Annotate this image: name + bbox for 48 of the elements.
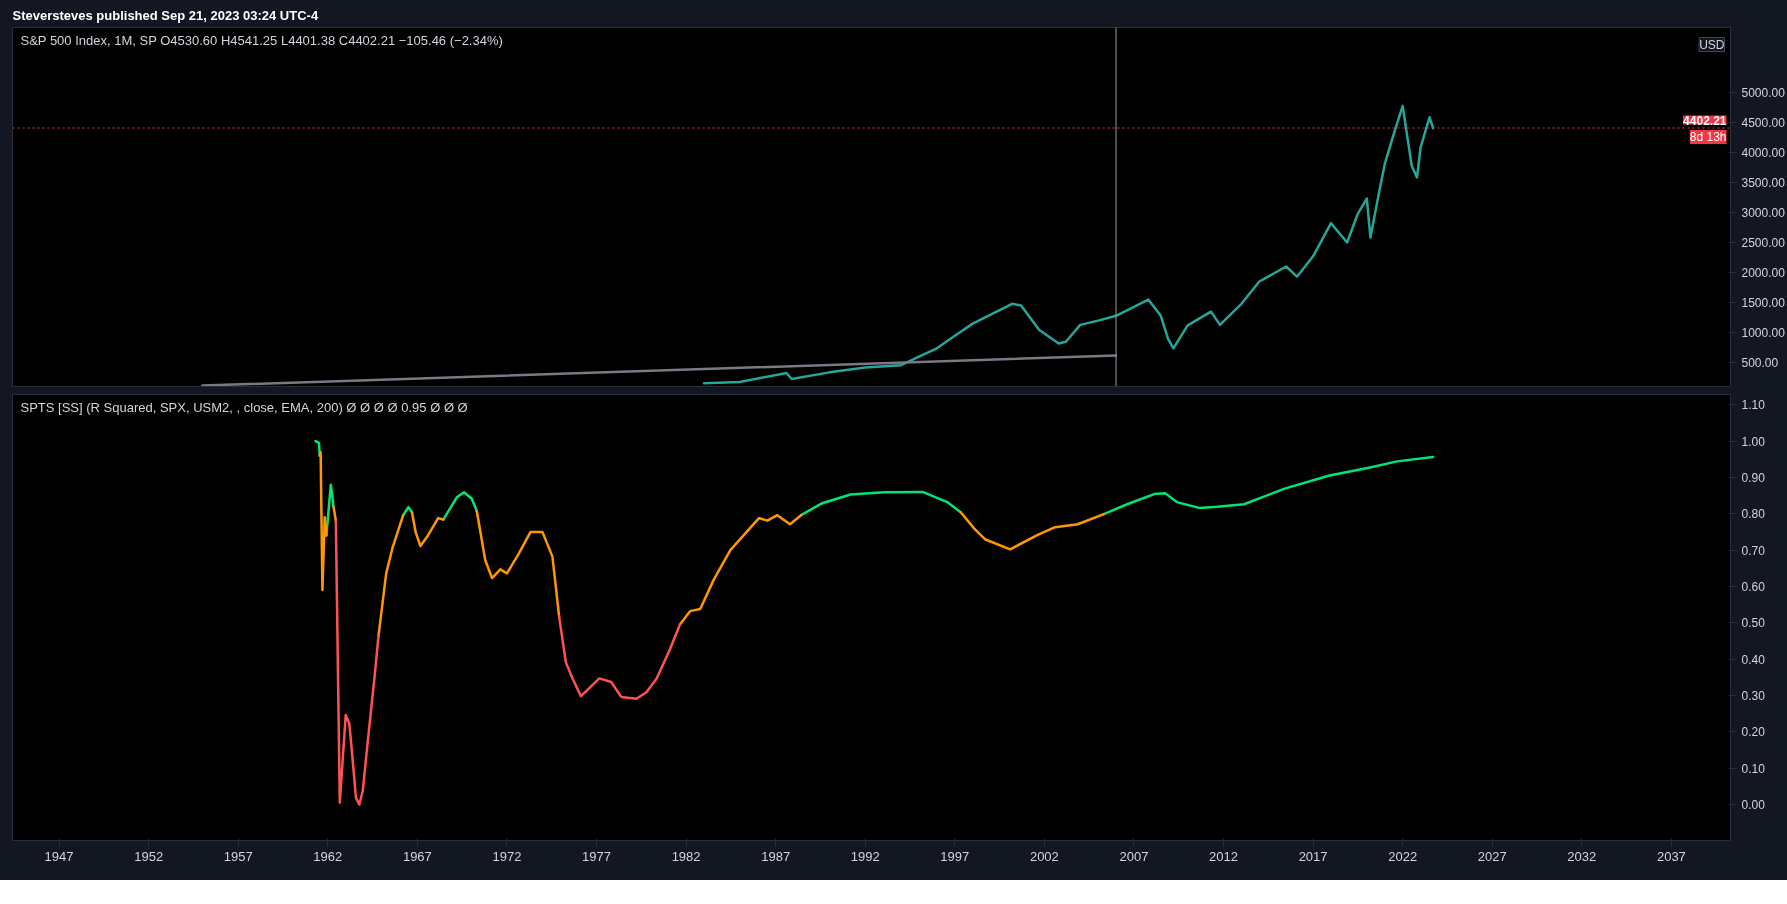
x-tick-label: 1957 bbox=[223, 848, 253, 864]
x-tick-label: 1967 bbox=[402, 848, 432, 864]
x-tick-label: 1992 bbox=[850, 848, 880, 864]
text: Steversteves published Sep 21, 2023 03:24 UTC-4 bbox=[12, 7, 319, 23]
y-tick-label: 1000.00 bbox=[1741, 326, 1786, 341]
x-tick-label: 1972 bbox=[492, 848, 522, 864]
x-tick-label: 1977 bbox=[582, 848, 611, 864]
x-tick-label: 2012 bbox=[1209, 848, 1238, 864]
x-tick-label: 2027 bbox=[1477, 848, 1507, 864]
ref-line-label: 4402.21 bbox=[1683, 113, 1727, 128]
y-tick-label: 2500.00 bbox=[1741, 235, 1786, 250]
annotation: 8d 13h bbox=[1689, 130, 1727, 144]
x-tick-label: 1982 bbox=[671, 848, 701, 864]
x-tick-label: 2022 bbox=[1388, 848, 1418, 864]
x-tick-label: 1987 bbox=[761, 848, 791, 864]
y-tick-label: 500.00 bbox=[1741, 356, 1779, 371]
x-tick-label: 1952 bbox=[134, 848, 164, 864]
x-tick-label: 2007 bbox=[1119, 848, 1149, 864]
y-tick-label: 1500.00 bbox=[1741, 296, 1786, 311]
x-tick-label: 2002 bbox=[1029, 848, 1059, 864]
y-tick-label: 0.40 bbox=[1741, 652, 1766, 667]
y-tick-label: 1.10 bbox=[1741, 398, 1766, 413]
chart-title: SPTS [SS] (R Squared, SPX, USM2, , close, EMA, 200) Ø Ø Ø Ø 0.95 Ø Ø Ø bbox=[20, 399, 468, 415]
x-tick-label: 1962 bbox=[313, 848, 343, 864]
y-tick-label: 5000.00 bbox=[1741, 85, 1786, 100]
y-tick-label: 0.50 bbox=[1741, 616, 1766, 631]
y-tick-label: 0.70 bbox=[1741, 543, 1766, 558]
annotation: USD bbox=[1699, 37, 1725, 52]
y-tick-label: 0.20 bbox=[1741, 725, 1766, 740]
x-tick-label: 1997 bbox=[940, 848, 970, 864]
y-tick-label: 0.00 bbox=[1741, 798, 1766, 813]
y-tick-label: 4000.00 bbox=[1741, 145, 1786, 160]
line-series bbox=[702, 104, 1435, 385]
x-tick-label: 2017 bbox=[1298, 848, 1328, 864]
y-tick-label: 0.60 bbox=[1741, 579, 1766, 594]
y-tick-label: 4500.00 bbox=[1741, 115, 1786, 130]
y-tick-label: 2000.00 bbox=[1741, 266, 1786, 281]
y-tick-label: 0.80 bbox=[1741, 507, 1766, 522]
y-tick-label: 0.90 bbox=[1741, 470, 1766, 485]
chart-title: S&P 500 Index, 1M, SP O4530.60 H4541.25 L4401.38 C4402.21 −105.46 (−2.34%) bbox=[20, 32, 503, 48]
y-tick-label: 0.10 bbox=[1741, 761, 1766, 776]
y-tick-label: 3500.00 bbox=[1741, 175, 1786, 190]
x-tick-label: 2037 bbox=[1656, 848, 1686, 864]
x-tick-label: 2032 bbox=[1567, 848, 1597, 864]
y-tick-label: 0.30 bbox=[1741, 688, 1766, 703]
y-tick-label: 3000.00 bbox=[1741, 205, 1786, 220]
x-tick-label: 1947 bbox=[44, 848, 74, 864]
y-tick-label: 1.00 bbox=[1741, 434, 1766, 449]
